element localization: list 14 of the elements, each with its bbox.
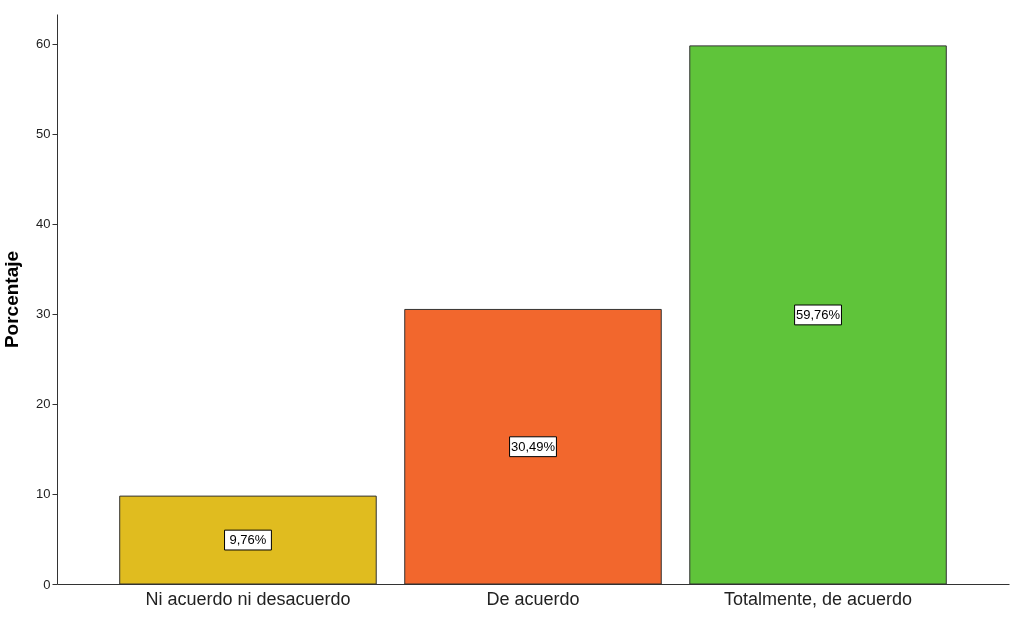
- data-label: 59,76%: [795, 306, 841, 322]
- y-tick-label: 40: [36, 216, 51, 232]
- x-tick-label: De acuerdo: [486, 588, 580, 609]
- y-tick-label: 30: [36, 306, 51, 322]
- y-tick-label: 50: [36, 126, 51, 142]
- y-tick-label: 0: [43, 576, 51, 592]
- y-tick-label: 60: [36, 36, 51, 52]
- x-tick-label: Ni acuerdo ni desacuerdo: [145, 588, 351, 609]
- y-tick-label: 10: [36, 486, 51, 502]
- data-label: 9,76%: [229, 532, 267, 548]
- y-tick-label: 20: [36, 396, 51, 412]
- y-axis-title: Porcentaje: [1, 250, 23, 349]
- data-label: 30,49%: [510, 438, 556, 454]
- x-tick-label: Totalmente, de acuerdo: [723, 588, 913, 609]
